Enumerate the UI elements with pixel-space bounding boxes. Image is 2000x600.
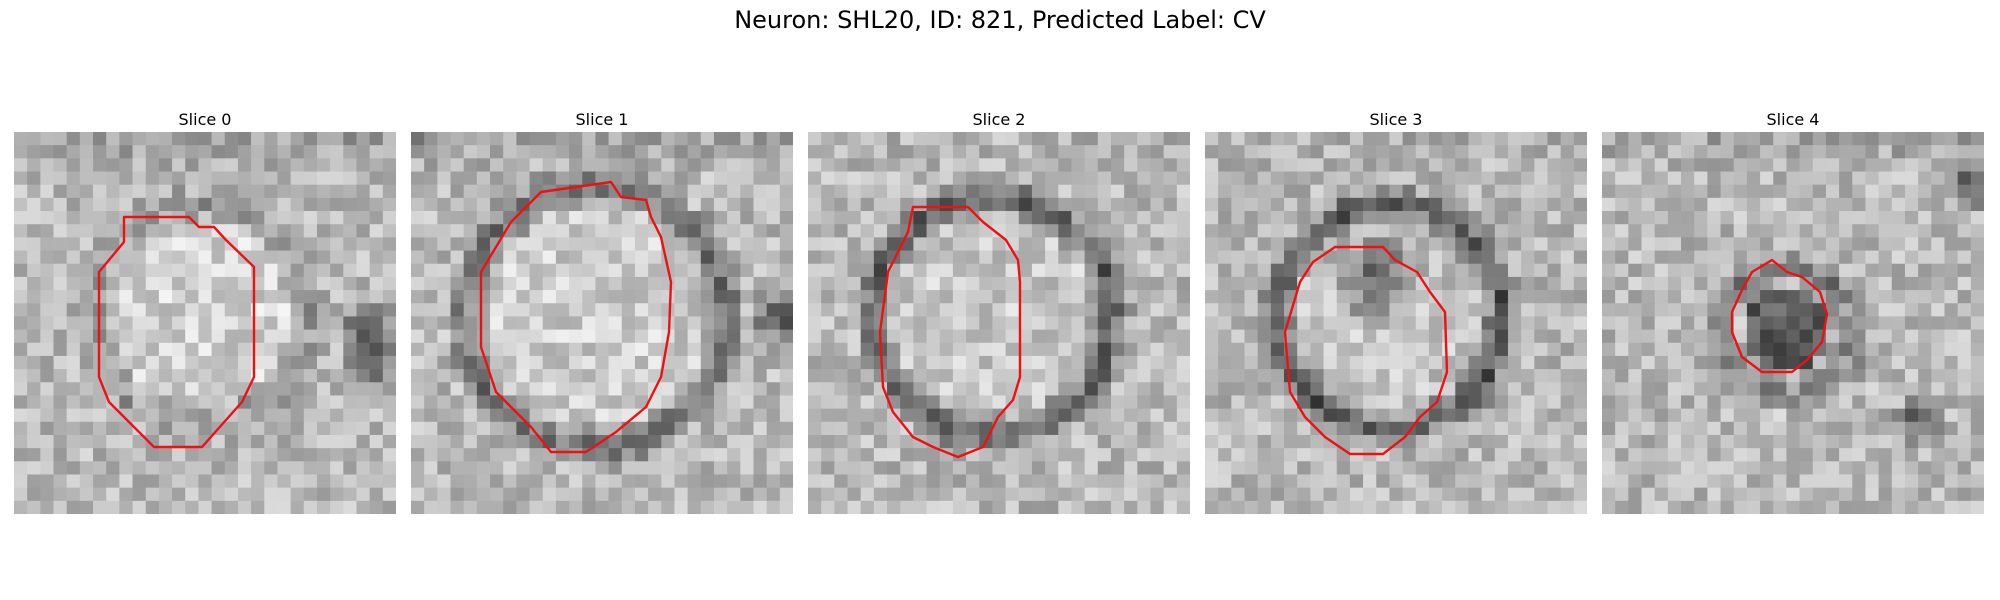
slice-panel-4: Slice 4: [1602, 108, 1984, 514]
slice-image: [808, 132, 1190, 514]
em-pixel-grid: [1205, 132, 1587, 514]
slice-title: Slice 3: [1205, 108, 1587, 132]
slice-title: Slice 2: [808, 108, 1190, 132]
slice-panel-0: Slice 0: [14, 108, 396, 514]
slice-title: Slice 4: [1602, 108, 1984, 132]
slice-image: [1205, 132, 1587, 514]
em-pixel-grid: [14, 132, 396, 514]
slice-panel-1: Slice 1: [411, 108, 793, 514]
figure-title: Neuron: SHL20, ID: 821, Predicted Label:…: [0, 6, 2000, 34]
slice-panel-3: Slice 3: [1205, 108, 1587, 514]
em-pixel-grid: [1602, 132, 1984, 514]
slice-title: Slice 0: [14, 108, 396, 132]
slice-image: [411, 132, 793, 514]
slice-image: [14, 132, 396, 514]
slice-panel-2: Slice 2: [808, 108, 1190, 514]
em-pixel-grid: [411, 132, 793, 514]
slice-image: [1602, 132, 1984, 514]
em-pixel-grid: [808, 132, 1190, 514]
slice-title: Slice 1: [411, 108, 793, 132]
